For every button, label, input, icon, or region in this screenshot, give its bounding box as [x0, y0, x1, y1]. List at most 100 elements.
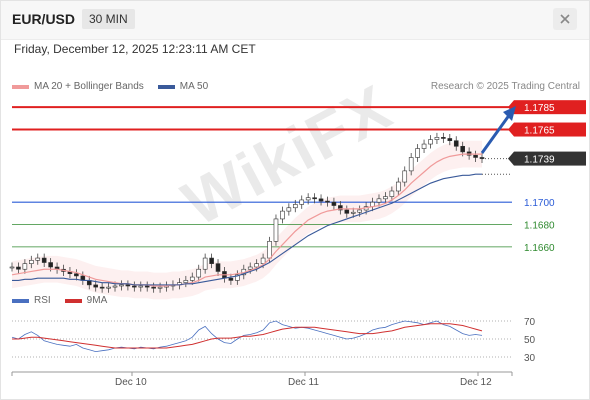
candle-body	[35, 257, 41, 261]
price-legend: MA 20 + Bollinger Bands MA 50	[12, 81, 222, 92]
level-label-11785: 1.1785	[524, 103, 555, 114]
candle-body	[389, 190, 395, 197]
ma20-label: MA 20 + Bollinger Bands	[34, 81, 144, 92]
candle-body	[125, 284, 131, 287]
trend-arrow-icon	[480, 113, 512, 154]
candle-body	[267, 240, 272, 259]
close-x-icon	[560, 14, 570, 24]
candle-body	[196, 268, 202, 278]
candle-body	[453, 140, 459, 147]
legend-item-rsi: RSI	[12, 295, 51, 306]
candle-body	[357, 209, 362, 213]
ma9-swatch	[64, 298, 82, 303]
level-label-11739: 1.1739	[524, 155, 555, 166]
ma50-swatch	[157, 84, 175, 89]
candle-body	[157, 286, 163, 289]
candle-body	[99, 286, 105, 289]
candle-body	[318, 198, 324, 202]
candle-body	[325, 200, 330, 203]
level-tag-pointer-11739	[508, 151, 514, 166]
candle-body	[286, 207, 292, 212]
level-label-11680: 1.1680	[524, 221, 555, 232]
candle-body	[48, 262, 53, 268]
level-label-11765: 1.1765	[524, 126, 555, 137]
candle-body	[215, 263, 221, 272]
rsi-level-label-70: 70	[524, 317, 536, 328]
ma20-line	[11, 153, 482, 287]
x-label-dec12: Dec 12	[460, 377, 492, 388]
candle-body	[415, 148, 420, 158]
candle-body	[260, 257, 266, 264]
rsi-swatch	[12, 298, 29, 303]
candle-body	[189, 276, 195, 281]
candle-body	[247, 266, 253, 270]
candle-body	[479, 157, 485, 159]
candle-body	[209, 257, 214, 264]
candle-body	[408, 157, 414, 172]
candle-body	[29, 259, 34, 264]
research-credit: Research © 2025 Trading Central	[430, 81, 580, 92]
rsi-level-label-50: 50	[524, 335, 536, 346]
candle-body	[138, 285, 144, 288]
rsi-label: RSI	[34, 295, 51, 306]
ma20-swatch	[12, 84, 29, 89]
candle-body	[396, 181, 401, 192]
candle-body	[93, 284, 98, 288]
candle-body	[338, 205, 343, 211]
candle-body	[292, 204, 298, 209]
level-tag-11765	[514, 122, 586, 137]
candle-body	[183, 280, 189, 283]
candle-body	[41, 257, 47, 263]
candle-body	[344, 209, 350, 214]
candle-body	[132, 285, 137, 288]
trend-arrow-head	[503, 106, 516, 121]
ma50-line	[12, 173, 482, 286]
datetime-label: Friday, December 12, 2025 12:23:11 AM CE…	[14, 42, 256, 56]
rsi-ma9-line	[12, 323, 483, 349]
candle-body	[434, 137, 440, 140]
symbol-label: EUR/USD	[12, 11, 76, 27]
level-label-11660: 1.1660	[524, 243, 555, 254]
x-label-dec10: Dec 10	[115, 377, 147, 388]
candle-body	[421, 143, 427, 149]
ma50-label: MA 50	[179, 81, 209, 92]
candle-body	[119, 284, 124, 287]
rsi-level-label-30: 30	[524, 353, 536, 364]
candle-body	[16, 266, 21, 270]
candle-body	[273, 218, 279, 242]
candle-body	[331, 201, 337, 206]
candle-body	[106, 286, 111, 289]
candle-body	[235, 274, 240, 281]
candle-body	[112, 285, 118, 288]
candle-body	[144, 285, 150, 288]
legend-item-9ma: 9MA	[64, 295, 108, 306]
timeframe-badge[interactable]: 30 MIN	[82, 9, 135, 29]
candle-body	[74, 273, 79, 277]
level-tag-pointer-11765	[508, 122, 514, 137]
candle-body	[151, 286, 156, 289]
level-label-11700: 1.1700	[524, 198, 555, 209]
candle-body	[460, 145, 465, 153]
candle-body	[305, 197, 311, 201]
candle-body	[376, 198, 382, 203]
candle-body	[473, 154, 478, 158]
level-tag-11739	[514, 151, 586, 166]
rsi-line	[11, 320, 483, 353]
legend-item-ma50: MA 50	[157, 81, 209, 92]
candle-body	[202, 257, 208, 270]
candle-body	[299, 199, 305, 205]
candle-body	[350, 211, 356, 214]
candle-body	[441, 137, 446, 139]
candle-body	[312, 197, 317, 200]
bollinger-band-area	[12, 140, 482, 300]
level-tag-11785	[514, 100, 586, 115]
candle-body	[9, 266, 15, 269]
ma9-label: 9MA	[86, 295, 108, 306]
close-button[interactable]	[553, 8, 577, 30]
legend-item-ma20: MA 20 + Bollinger Bands	[12, 81, 144, 92]
candle-body	[228, 277, 234, 281]
candle-body	[22, 263, 28, 270]
candle-body	[402, 170, 408, 183]
